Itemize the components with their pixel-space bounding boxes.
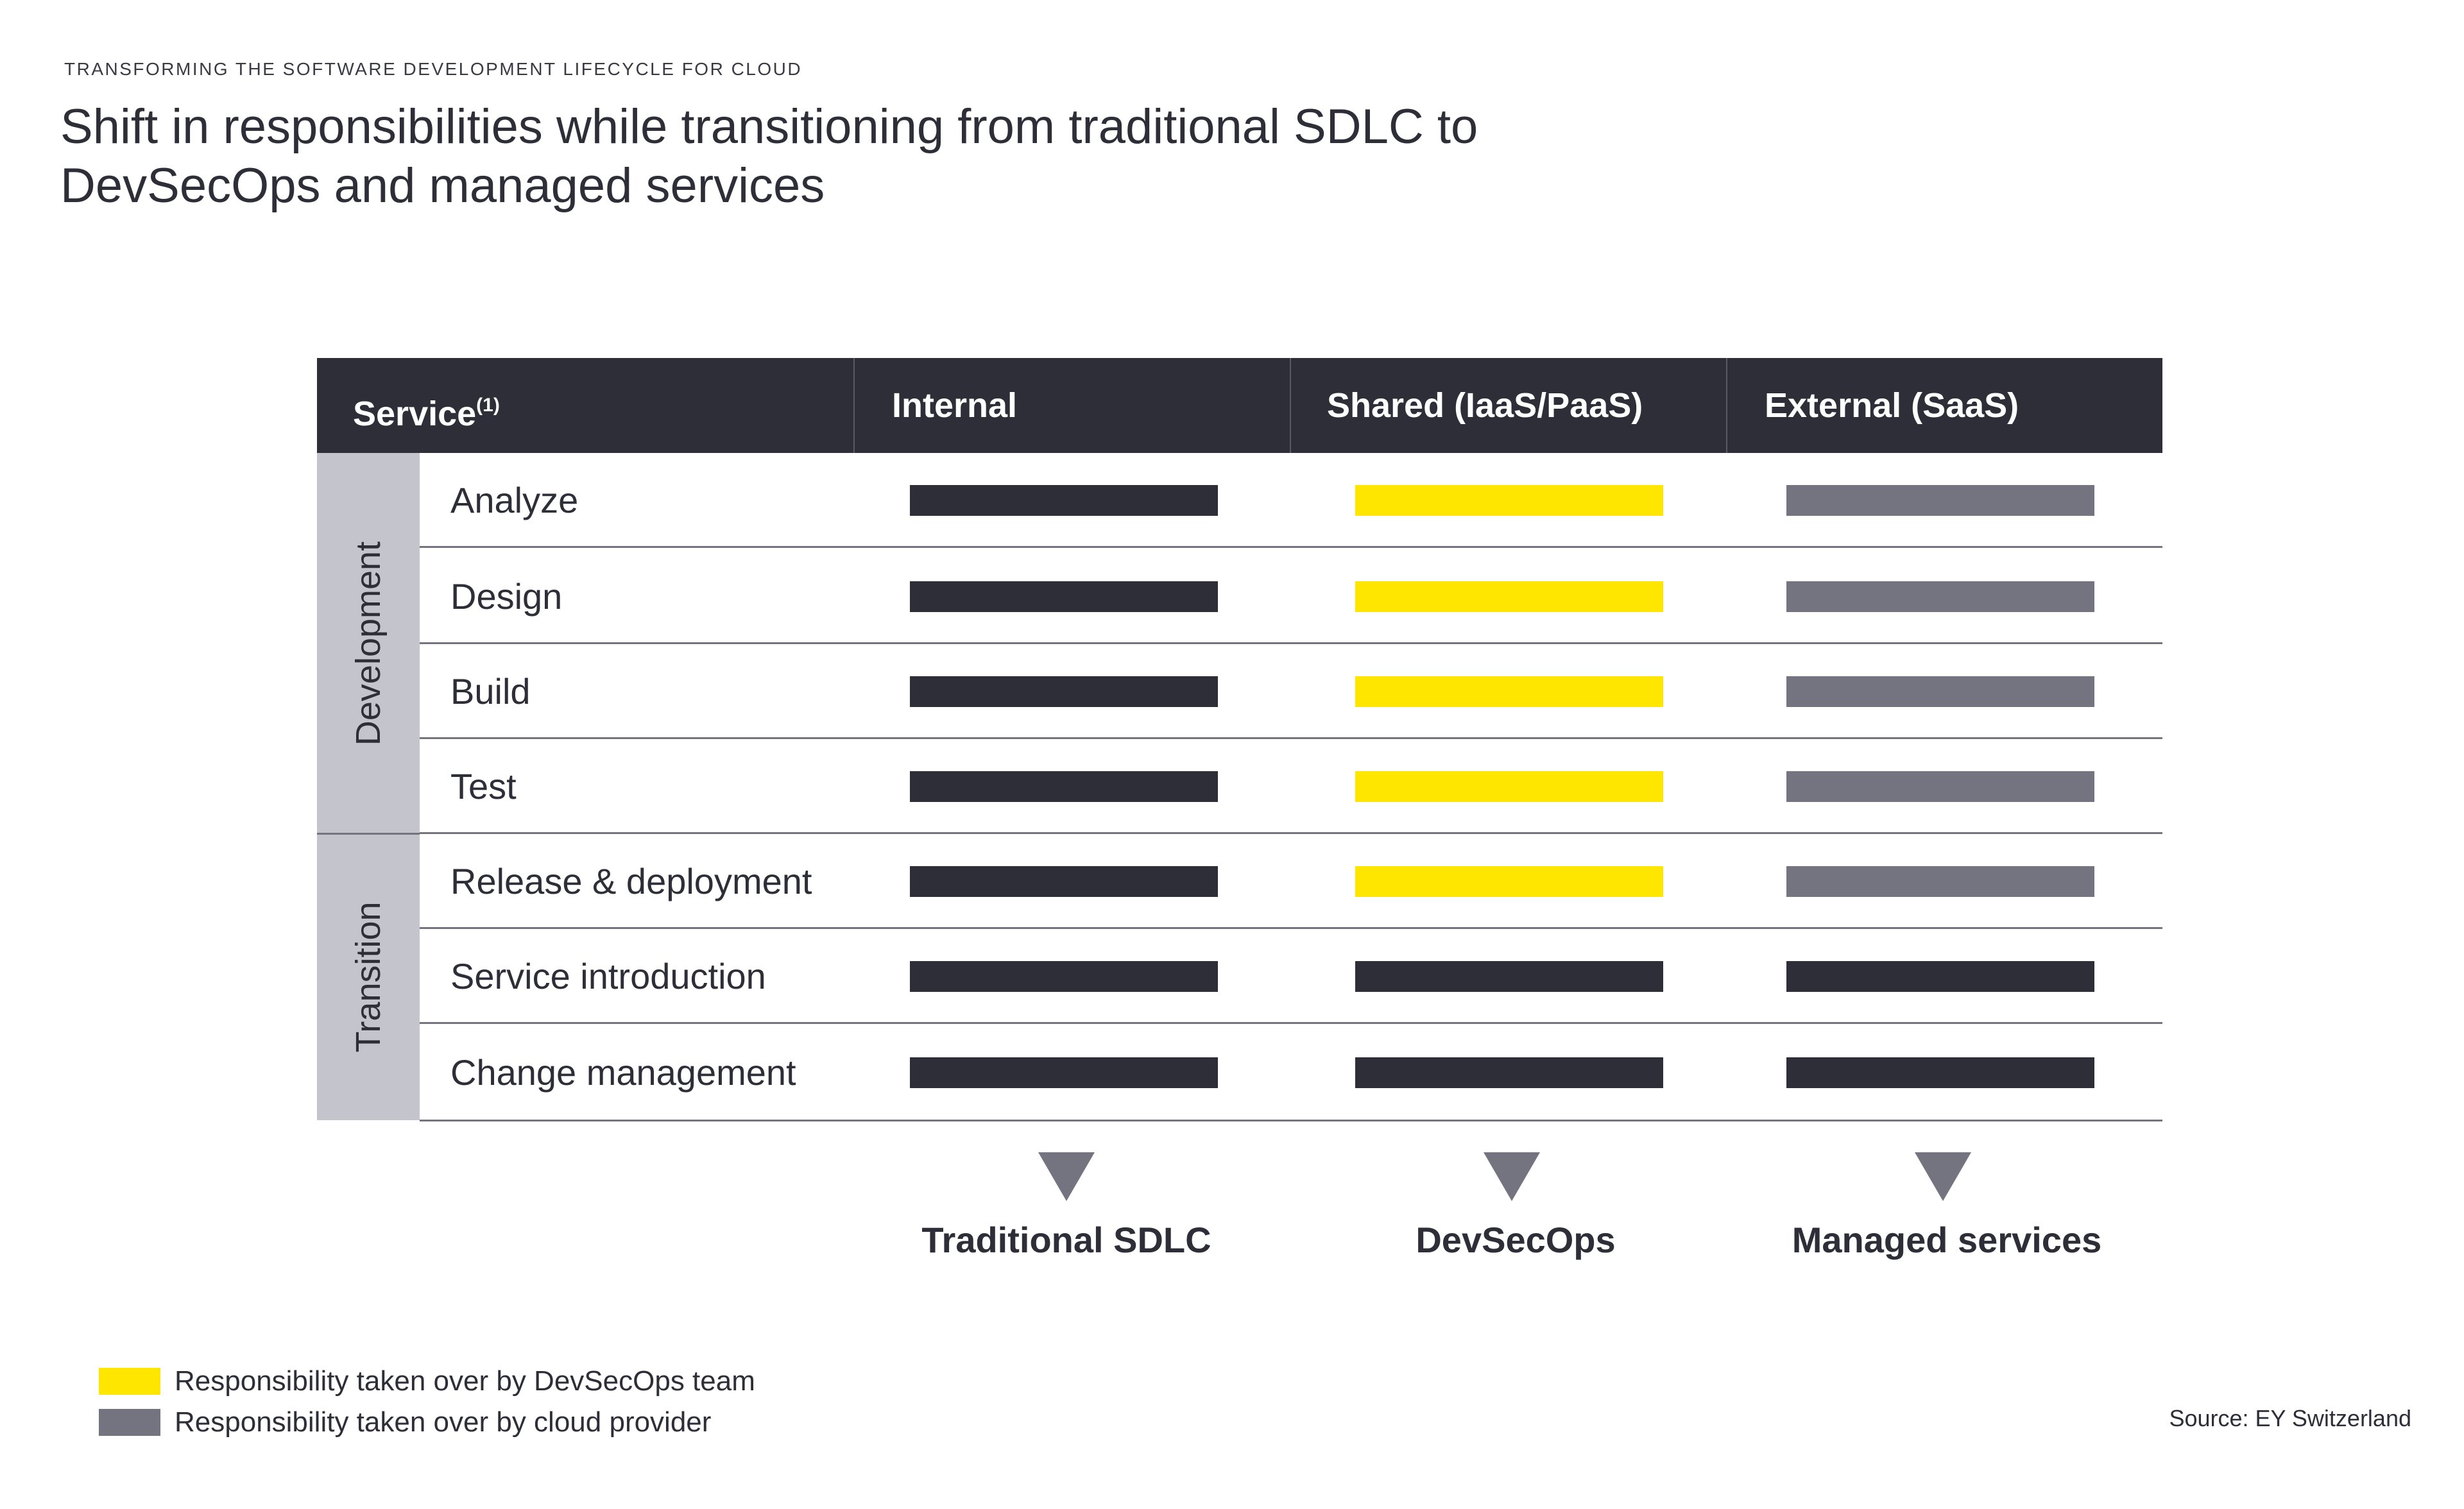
model-label-devsecops: DevSecOps xyxy=(1416,1220,1616,1260)
footnote-marker: (1) xyxy=(476,395,500,416)
group-divider xyxy=(317,833,420,835)
column-header-external: External (SaaS) xyxy=(1726,358,2162,453)
legend-label-devsecops: Responsibility taken over by DevSecOps t… xyxy=(175,1365,755,1397)
responsibility-bar-internal xyxy=(910,485,1218,516)
responsibility-bar-shared xyxy=(1355,676,1663,707)
responsibility-bar-internal xyxy=(910,771,1218,802)
source-note: Source: EY Switzerland xyxy=(2169,1405,2411,1431)
legend-swatch-devsecops xyxy=(99,1368,160,1395)
table-row: Change management xyxy=(420,1025,2162,1121)
group-band-transition xyxy=(317,834,420,1120)
responsibility-bar-shared xyxy=(1355,485,1663,516)
row-label: Release & deployment xyxy=(450,861,812,901)
responsibility-bar-external xyxy=(1786,676,2094,707)
arrow-down-icon xyxy=(1038,1152,1095,1201)
responsibility-bar-external xyxy=(1786,581,2094,612)
table-header: Service(1) Internal Shared (IaaS/PaaS) E… xyxy=(317,358,2162,453)
eyebrow-label: TRANSFORMING THE SOFTWARE DEVELOPMENT LI… xyxy=(64,59,803,79)
responsibility-bar-internal xyxy=(910,866,1218,897)
responsibility-bar-external xyxy=(1786,485,2094,516)
responsibility-bar-external xyxy=(1786,1057,2094,1088)
row-label: Build xyxy=(450,671,531,712)
legend-swatch-cloud-provider xyxy=(99,1409,160,1436)
responsibility-bar-shared xyxy=(1355,581,1663,612)
table-row: Analyze xyxy=(420,453,2162,548)
table-row: Service introduction xyxy=(420,929,2162,1024)
responsibility-bar-internal xyxy=(910,581,1218,612)
responsibility-bar-internal xyxy=(910,961,1218,992)
model-label-managed-services: Managed services xyxy=(1792,1220,2102,1260)
row-label: Analyze xyxy=(450,480,579,520)
column-header-service: Service(1) xyxy=(353,358,853,453)
row-label: Change management xyxy=(450,1052,796,1093)
row-label: Test xyxy=(450,766,517,806)
column-header-internal: Internal xyxy=(853,358,1290,453)
group-label-development: Development xyxy=(349,541,388,746)
responsibility-table: Service(1) Internal Shared (IaaS/PaaS) E… xyxy=(317,358,2162,1121)
row-label: Design xyxy=(450,576,563,617)
table-body: Development Transition Analyze Design Buil… xyxy=(317,453,2162,1121)
table-row: Design xyxy=(420,549,2162,644)
responsibility-bar-shared xyxy=(1355,961,1663,992)
responsibility-bar-external xyxy=(1786,961,2094,992)
table-row: Test xyxy=(420,739,2162,834)
responsibility-bar-shared xyxy=(1355,866,1663,897)
column-header-service-label: Service xyxy=(353,395,477,433)
group-label-transition: Transition xyxy=(349,901,388,1053)
responsibility-bar-shared xyxy=(1355,771,1663,802)
table-row: Build xyxy=(420,644,2162,739)
row-label: Service introduction xyxy=(450,956,766,996)
group-band-development xyxy=(317,453,420,834)
responsibility-bar-shared xyxy=(1355,1057,1663,1088)
legend-label-cloud-provider: Responsibility taken over by cloud provi… xyxy=(175,1406,712,1438)
model-label-traditional-sdlc: Traditional SDLC xyxy=(921,1220,1211,1260)
table-row: Release & deployment xyxy=(420,834,2162,929)
arrow-down-icon xyxy=(1915,1152,1971,1201)
column-header-shared: Shared (IaaS/PaaS) xyxy=(1290,358,1726,453)
arrow-down-icon xyxy=(1484,1152,1540,1201)
responsibility-bar-internal xyxy=(910,1057,1218,1088)
responsibility-bar-internal xyxy=(910,676,1218,707)
page-title: Shift in responsibilities while transiti… xyxy=(60,99,1478,213)
responsibility-bar-external xyxy=(1786,866,2094,897)
responsibility-bar-external xyxy=(1786,771,2094,802)
